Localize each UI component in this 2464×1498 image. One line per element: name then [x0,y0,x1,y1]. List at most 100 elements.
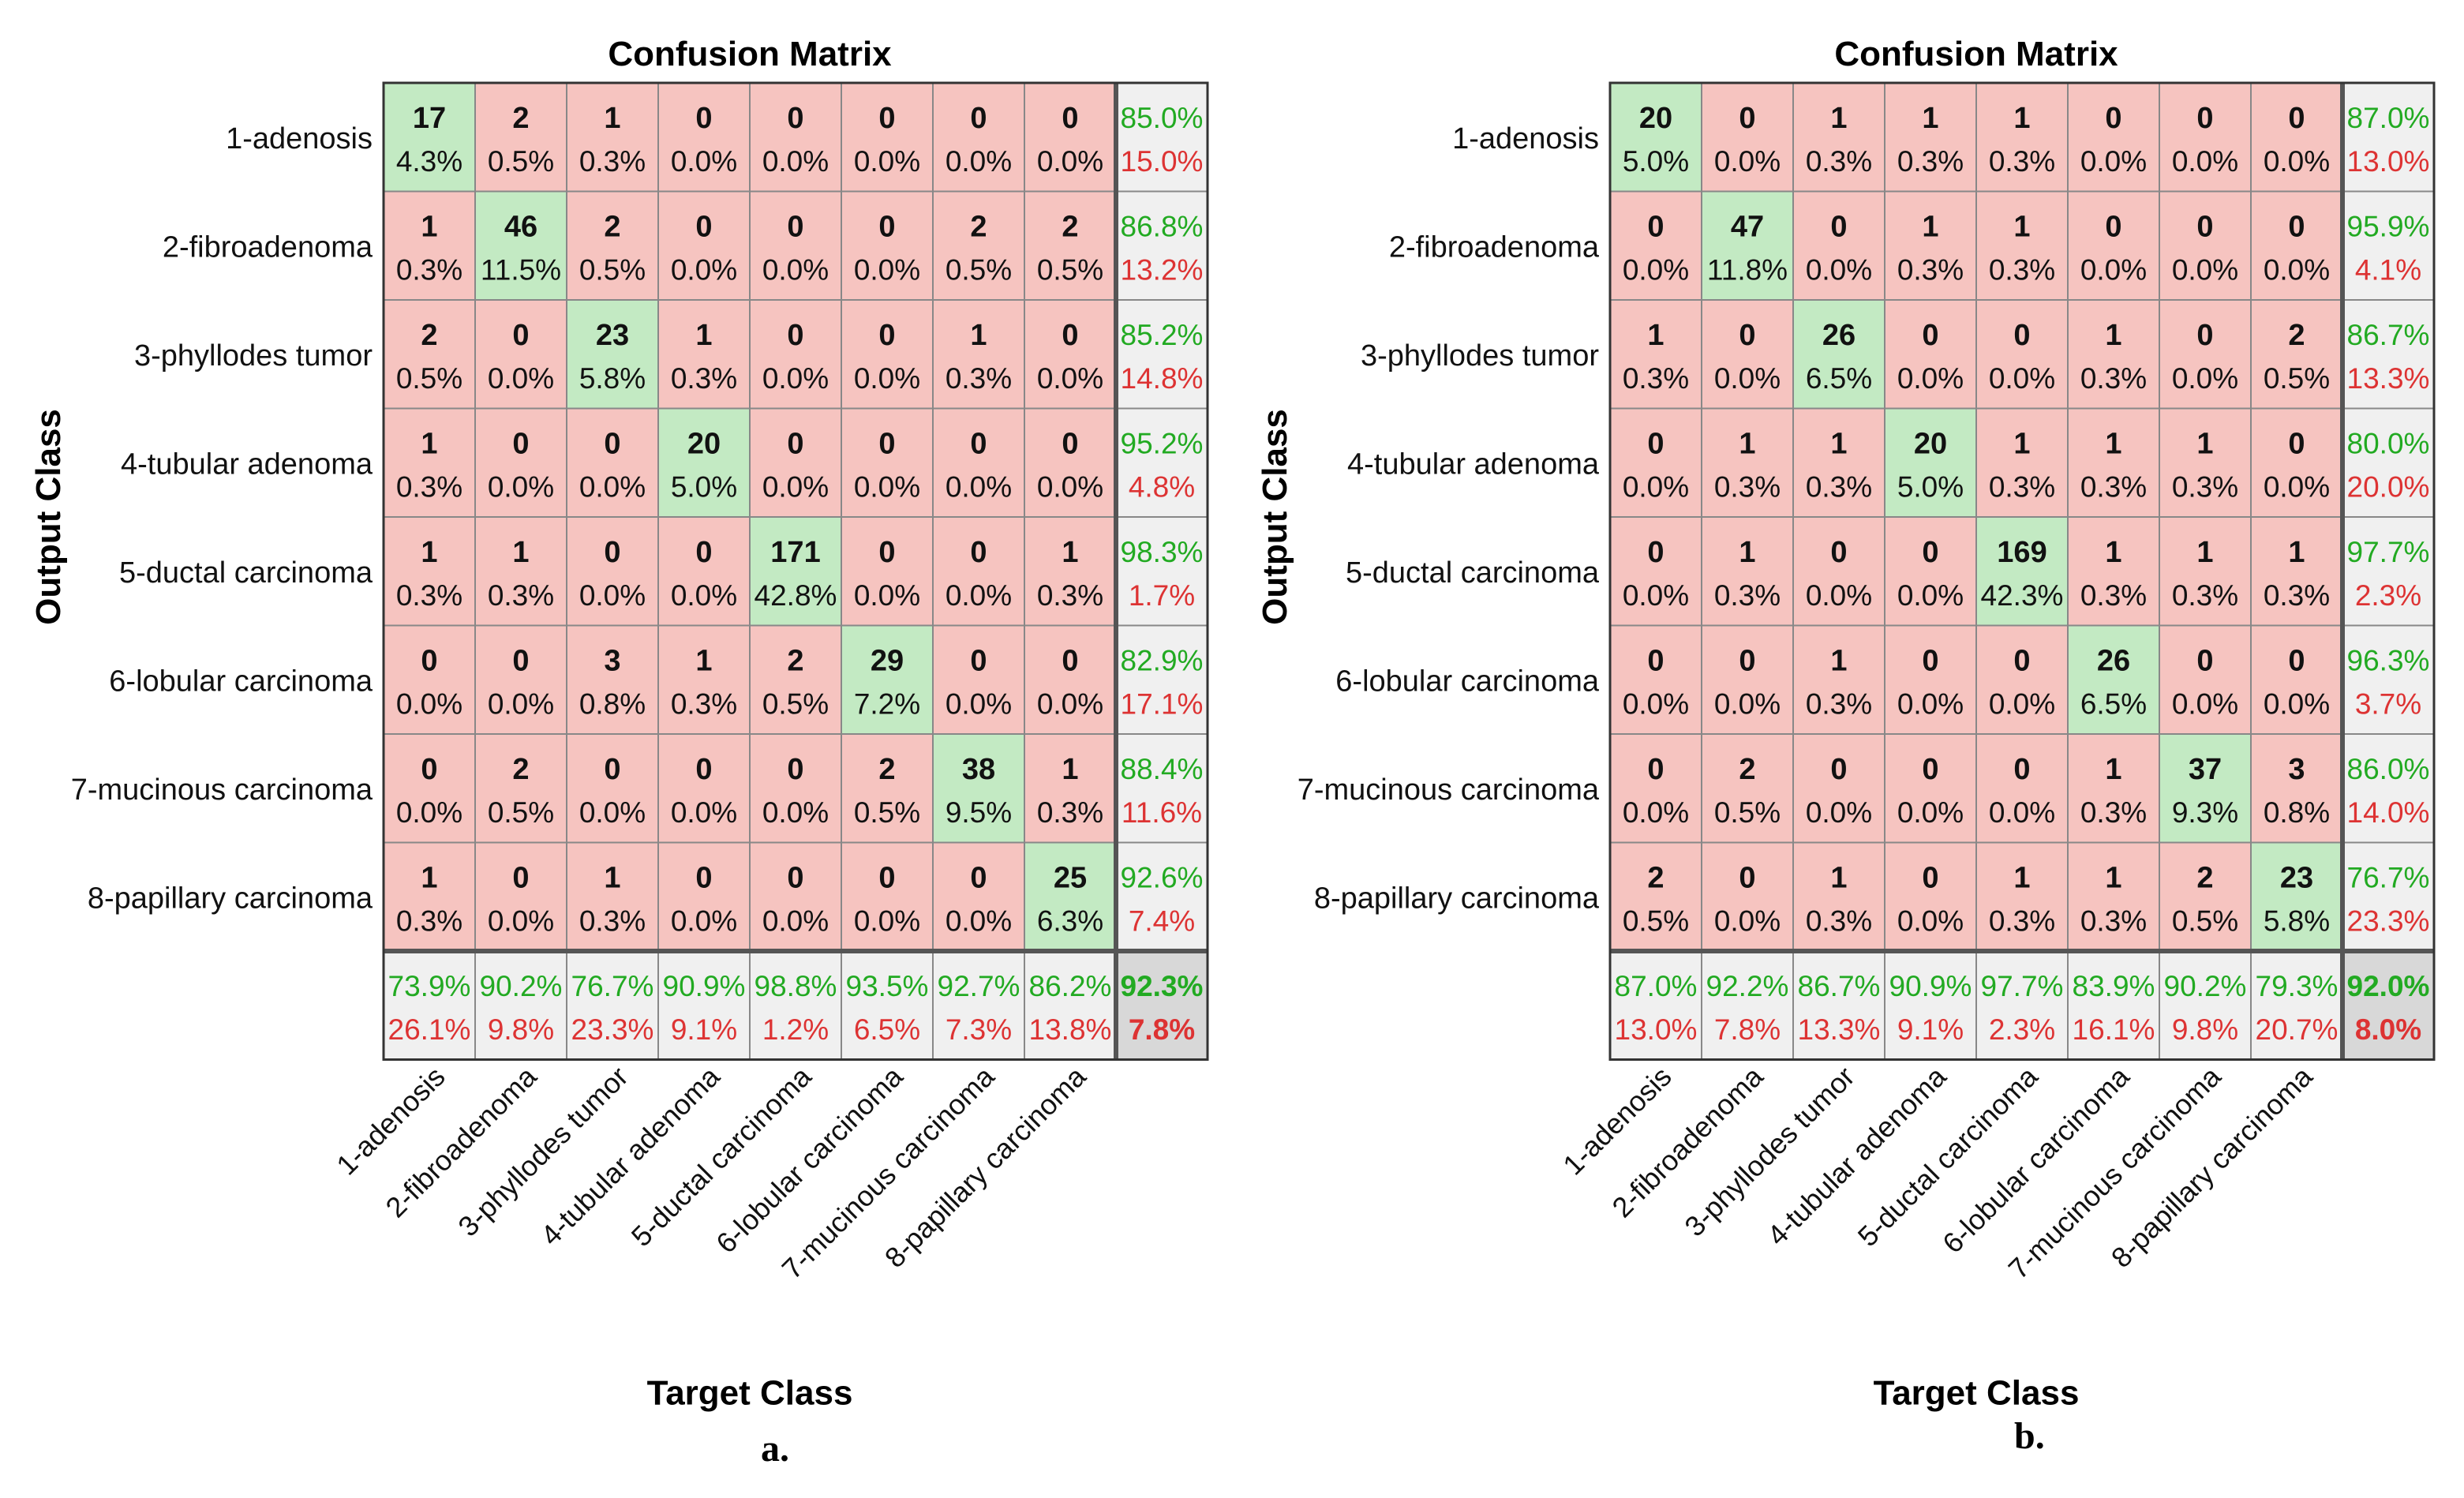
cell-count: 0 [695,211,712,244]
matrix-cell: 26 6.5% [2067,624,2160,735]
matrix-cell-bg [1701,516,1794,627]
cell-count: 0 [878,211,895,244]
matrix-cell-bg [566,841,659,952]
cell-count: 0 [2013,753,2030,786]
matrix-cell-bg [1884,624,1977,735]
matrix-cell: 1 0.3% [1975,82,2069,193]
column-summary-cell-bg [1884,950,1977,1061]
column-summary-cell-bg [749,950,842,1061]
cell-percent: 0.0% [671,796,737,829]
cell-percent: 0.5% [2172,905,2238,938]
cell-percent: 0.0% [2080,254,2147,286]
row-summary-cell: 87.0% 13.0% [2342,82,2435,193]
matrix-cell: 0 0.0% [2250,82,2343,193]
cell-percent: 0.3% [1989,905,2055,938]
cell-percent: 0.3% [1806,688,1872,721]
matrix-cell: 0 0.0% [1701,841,1794,952]
cell-percent: 9.5% [946,796,1012,829]
cell-count: 1 [2105,428,2121,461]
matrix-cell-bg [1884,190,1977,301]
matrix-cell: 0 0.0% [1884,299,1977,410]
x-axis-label: Target Class [647,1374,853,1413]
cell-percent: 0.0% [671,905,737,938]
cell-percent: 0.0% [1037,362,1103,395]
cell-percent: 0.0% [579,796,646,829]
column-summary-cell: 83.9% 16.1% [2067,950,2160,1061]
cell-percent: 0.5% [579,254,646,286]
matrix-cell: 0 0.0% [1792,516,1885,627]
cell-count: 1 [2105,319,2121,352]
accuracy-value: 80.0% [2347,428,2430,460]
cell-count: 1 [1830,428,1847,461]
cell-count: 0 [1062,645,1078,678]
matrix-cell-bg [383,516,476,627]
matrix-cell-bg [1975,407,2069,518]
cell-percent: 0.5% [854,796,920,829]
y-axis-label: Output Class [1256,409,1294,625]
cell-count: 2 [421,319,437,352]
error-value: 17.1% [1121,688,1204,721]
matrix-cell: 0 0.0% [1701,299,1794,410]
cell-count: 0 [1922,645,1938,678]
matrix-cell-bg [1792,407,1885,518]
matrix-cell-bg [2067,190,2160,301]
row-summary-cell-bg [1115,299,1208,410]
matrix-cell-bg [1792,82,1885,193]
cell-count: 1 [421,211,437,244]
matrix-cell-bg [2250,190,2343,301]
column-summary-cell: 93.5% 6.5% [841,950,934,1061]
cell-count: 2 [512,102,529,135]
cell-count: 1 [2105,753,2121,786]
matrix-border [382,81,1209,1061]
cell-percent: 0.0% [1714,688,1781,721]
accuracy-value: 90.2% [2164,970,2247,1002]
accuracy-value: 95.2% [1121,428,1204,460]
cell-percent: 0.3% [488,579,554,612]
matrix-cell-bg [383,82,476,193]
cell-percent: 42.3% [1981,579,2064,612]
error-value: 7.8% [1714,1013,1781,1046]
matrix-cell-bg [841,82,934,193]
matrix-cell: 1 0.3% [1884,82,1977,193]
matrix-cell: 1 0.3% [1701,407,1794,518]
row-summary-cell: 96.3% 3.7% [2342,624,2435,735]
matrix-cell: 0 0.0% [1884,841,1977,952]
matrix-cell: 1 0.3% [1792,841,1885,952]
cell-percent: 0.0% [2264,471,2330,504]
cell-count: 2 [604,211,620,244]
matrix-cell: 1 0.3% [2067,407,2160,518]
cell-count: 2 [970,211,987,244]
matrix-cell: 0 0.0% [1024,407,1117,518]
column-summary-cell-bg [2067,950,2160,1061]
confusion-matrix-a: Confusion Matrix 17 4.3% 2 0.5% 1 0.3% 0 0.0% 0 0.… [29,35,1209,1413]
matrix-cell-bg [474,299,567,410]
matrix-cell: 1 0.3% [2067,299,2160,410]
matrix-cell-bg [1024,190,1117,301]
matrix-cell: 26 6.5% [1792,299,1885,410]
matrix-cell: 1 0.3% [566,82,659,193]
error-value: 9.1% [1897,1013,1964,1046]
matrix-cell: 2 0.5% [749,624,842,735]
cell-count: 0 [2196,319,2213,352]
cell-percent: 5.0% [671,471,737,504]
matrix-cell: 0 0.0% [657,841,751,952]
cell-percent: 0.3% [2080,471,2147,504]
cell-percent: 0.0% [854,471,920,504]
matrix-cell-bg [657,624,751,735]
cell-count: 0 [1922,862,1938,895]
cell-percent: 0.0% [488,362,554,395]
matrix-cell: 1 0.3% [383,190,476,301]
matrix-cell: 1 0.3% [566,841,659,952]
row-summary-cell: 86.7% 13.3% [2342,299,2435,410]
cell-count: 1 [1062,753,1078,786]
row-summary-cell-bg [2342,299,2435,410]
cell-count: 0 [695,862,712,895]
cell-percent: 0.0% [1037,471,1103,504]
cell-count: 1 [2196,428,2213,461]
cell-count: 1 [1739,428,1755,461]
cell-count: 0 [970,536,987,569]
matrix-cell-bg [932,299,1025,410]
cell-count: 2 [2196,862,2213,895]
matrix-cell-bg [2067,407,2160,518]
row-summary-cell: 95.9% 4.1% [2342,190,2435,301]
